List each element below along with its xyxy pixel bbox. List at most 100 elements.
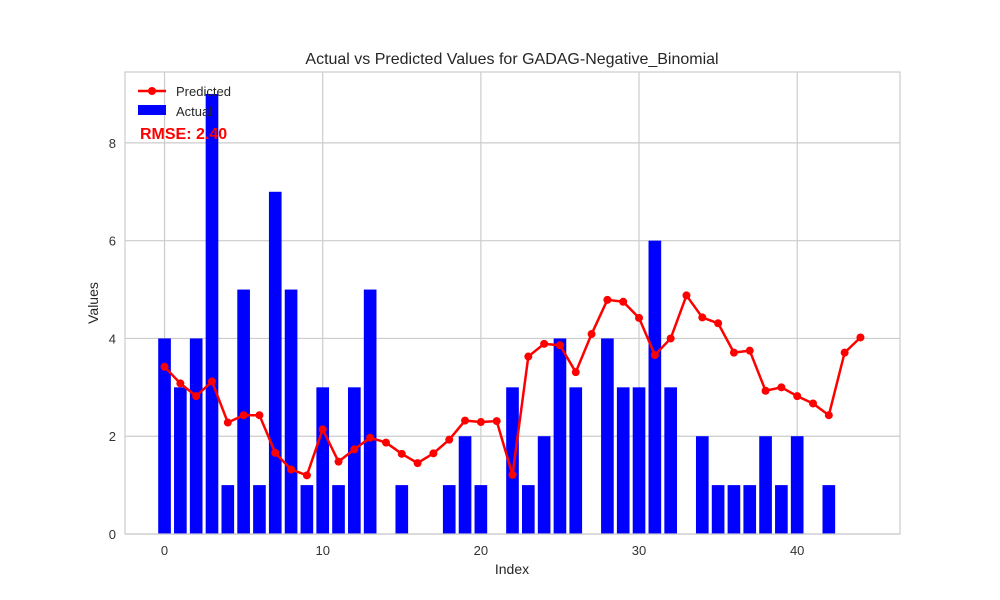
predicted-point [366,433,375,442]
x-tick-label: 0 [161,543,168,558]
actual-bar [632,387,646,534]
actual-bar [332,485,345,534]
predicted-point [318,425,327,434]
predicted-point [587,330,596,339]
actual-bar [743,485,757,534]
predicted-point [650,351,659,360]
y-tick-label: 0 [109,527,116,542]
predicted-point [682,291,691,300]
actual-bar [174,387,187,534]
axis-ticks: 0 10 20 30 40 0 2 4 6 8 [109,136,805,558]
chart-title: Actual vs Predicted Values for GADAG-Neg… [305,51,718,68]
predicted-point [603,295,612,304]
predicted-point [287,465,296,474]
predicted-point [555,341,564,350]
predicted-point [508,470,517,479]
predicted-point [445,435,454,444]
predicted-point [745,346,754,355]
predicted-point [239,411,248,420]
actual-bar [711,485,725,534]
actual-bar [664,387,677,534]
legend-actual-swatch [138,105,166,115]
actual-bar [458,436,472,534]
predicted-point [698,313,707,322]
predicted-point [207,377,216,386]
y-axis-label: Values [85,282,101,324]
actual-bar [569,387,583,534]
actual-bar [695,436,709,534]
actual-bar [553,338,567,534]
predicted-point [381,438,390,447]
x-tick-label: 30 [632,543,646,558]
predicted-point [413,459,422,468]
x-axis-label: Index [495,561,529,577]
predicted-point [729,348,738,357]
predicted-point [397,449,406,458]
y-tick-label: 2 [109,429,116,444]
predicted-point [160,362,169,371]
actual-bar [648,240,662,534]
actual-bar [442,485,456,534]
predicted-point [192,392,201,401]
legend-actual-label: Actual [176,104,212,119]
predicted-point [777,383,786,392]
predicted-point [176,379,185,388]
predicted-point [840,348,849,357]
predicted-point [492,417,501,426]
predicted-point [524,352,533,361]
predicted-point [540,339,549,348]
predicted-point [856,333,865,342]
y-tick-label: 8 [109,136,116,151]
actual-bar [316,387,330,534]
actual-bar [189,338,203,534]
x-tick-label: 20 [474,543,488,558]
predicted-point [429,449,438,458]
legend: Predicted Actual [138,84,231,119]
x-tick-label: 10 [315,543,329,558]
predicted-point [302,471,311,480]
actual-bar [521,485,535,534]
actual-bar [395,485,409,534]
actual-bar [348,387,361,534]
predicted-point [619,297,628,306]
actual-bar [759,436,772,534]
predicted-point [223,418,232,427]
actual-bar [158,338,171,534]
predicted-point [461,416,470,425]
predicted-point [635,313,644,322]
predicted-point [334,457,343,466]
predicted-point [255,411,264,420]
legend-predicted-label: Predicted [176,84,231,99]
actual-bar [822,485,836,534]
rmse-annotation: RMSE: 2.40 [140,126,227,143]
actual-bar [205,94,219,534]
predicted-line [160,291,865,480]
actual-bar [775,485,788,534]
y-tick-label: 4 [109,331,116,346]
actual-bar [268,191,282,534]
legend-predicted-marker [148,87,156,95]
y-tick-label: 6 [109,234,116,249]
actual-bar [790,436,804,534]
actual-bar [616,387,630,534]
actual-bar [363,289,377,534]
predicted-point [809,399,818,408]
actual-bar [727,485,741,534]
actual-bar [300,485,314,534]
predicted-point [761,386,770,395]
actual-bar [221,485,235,534]
plot-frame [124,71,901,535]
predicted-point [271,448,280,457]
x-tick-label: 40 [790,543,804,558]
predicted-point [824,411,833,420]
actual-bar [284,289,298,534]
predicted-point [666,334,675,343]
actual-bar [537,436,551,534]
predicted-point [476,418,485,427]
predicted-point [350,445,359,454]
predicted-point [793,392,802,401]
actual-bar [601,338,614,534]
actual-bar [253,485,266,534]
